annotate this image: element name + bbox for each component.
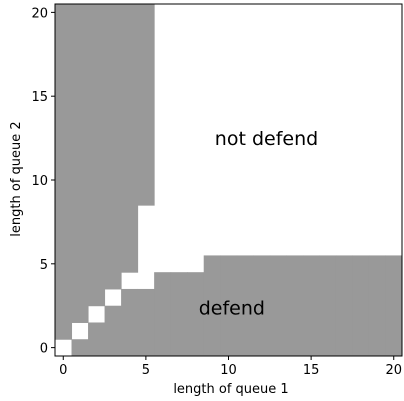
heatmap-cell-defend [385,255,403,357]
heatmap-cell-defend [137,288,155,357]
heatmap-cell-defend [170,272,188,357]
x-axis-label: length of queue 1 [173,382,288,397]
y-tick-label: 20 [31,6,48,21]
heatmap-cell-defend [236,255,254,357]
heatmap-cell-defend [104,305,122,357]
heatmap-cell-defend [121,288,139,357]
heatmap-cells [55,4,403,357]
y-axis-label: length of queue 2 [9,121,24,236]
x-tick-label: 5 [142,363,150,378]
region-label-defend: defend [199,297,265,319]
heatmap-cell-defend [335,255,353,357]
x-tick-label: 15 [303,363,320,378]
heatmap-cell-defend [121,4,139,273]
heatmap-cell-defend [137,4,155,206]
heatmap-cell-defend [104,4,122,290]
heatmap-cell-defend [269,255,287,357]
heatmap-cell-defend [187,272,205,357]
heatmap-cell-defend [286,255,304,357]
heatmap-cell-defend [71,4,89,323]
y-tick-label: 10 [31,174,48,189]
y-axis-ticks: 0 5 10 15 20 [31,6,55,357]
heatmap-cell-defend [220,255,238,357]
heatmap-cell-defend [88,4,106,307]
heatmap-cell-defend [368,255,386,357]
y-tick-label: 15 [31,90,48,105]
y-tick-label: 5 [40,258,48,273]
heatmap-cell-defend [352,255,370,357]
x-tick-label: 20 [385,363,402,378]
x-axis-ticks: 0 5 10 15 20 [59,356,402,378]
heatmap-cell-defend [154,272,172,357]
y-tick-label: 0 [40,342,48,357]
heatmap-cell-defend [302,255,320,357]
heatmap-cell-defend [55,4,73,340]
heatmap-cell-defend [88,322,106,357]
heatmap-cell-defend [253,255,271,357]
region-label-not-defend: not defend [215,128,318,150]
x-tick-label: 10 [220,363,237,378]
heatmap-cell-defend [319,255,337,357]
heatmap-cell-defend [203,255,221,357]
x-tick-label: 0 [59,363,67,378]
heatmap-cell-defend [71,339,89,357]
